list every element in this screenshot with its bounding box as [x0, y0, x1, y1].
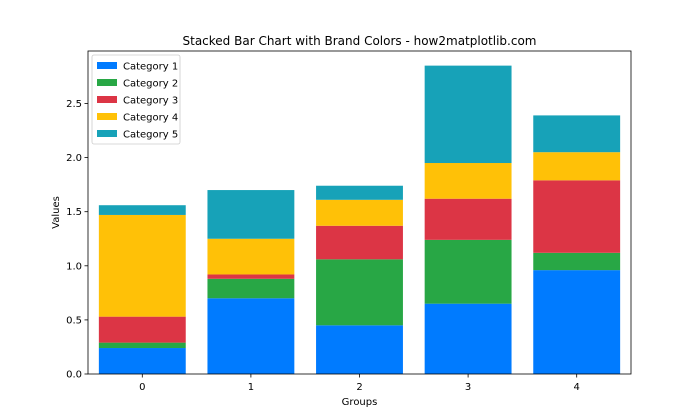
bar-segment-series-3-group-1: [207, 274, 295, 279]
y-tick-label: 1.0: [66, 261, 82, 272]
bar-segment-series-1-group-4: [533, 270, 621, 374]
y-tick-label: 2.0: [66, 153, 82, 164]
bar-segment-series-2-group-3: [424, 239, 512, 304]
bar-segment-series-2-group-2: [316, 259, 403, 326]
bar-segment-series-3-group-3: [424, 198, 512, 240]
bar-segment-series-3-group-0: [98, 316, 186, 343]
legend-swatch: [97, 62, 117, 69]
legend-box: [91, 54, 181, 145]
y-tick-label: 0.0: [66, 370, 82, 381]
x-tick-label: 4: [574, 382, 580, 393]
y-axis-label: Values: [51, 196, 62, 229]
x-axis-label: Groups: [342, 397, 378, 408]
bar-segment-series-4-group-4: [533, 152, 621, 181]
x-tick-label: 1: [248, 382, 254, 393]
bar-segment-series-5-group-1: [207, 190, 295, 239]
x-axis: 0 1 2 3 4: [139, 374, 580, 393]
bar-segment-series-5-group-0: [98, 205, 186, 215]
legend-label: Category 2: [123, 79, 178, 90]
bar-segment-series-1-group-0: [98, 348, 186, 374]
bar-segment-series-5-group-2: [316, 185, 403, 200]
legend-swatch: [97, 96, 117, 103]
legend-swatch: [97, 79, 117, 86]
bar-segment-series-2-group-0: [98, 342, 186, 349]
bar-segment-series-1-group-1: [207, 298, 295, 374]
bars-layer: [98, 65, 621, 374]
bar-segment-series-3-group-4: [533, 180, 621, 253]
bar-segment-series-1-group-2: [316, 325, 403, 374]
chart-title: Stacked Bar Chart with Brand Colors - ho…: [183, 34, 537, 48]
legend-swatch: [97, 113, 117, 120]
legend: Category 1 Category 2 Category 3 Category 4…: [91, 54, 181, 145]
legend-label: Category 5: [123, 130, 178, 141]
plot-frame: [87, 50, 632, 375]
x-tick-label: 0: [139, 382, 145, 393]
legend-label: Category 4: [123, 113, 178, 124]
bar-segment-series-2-group-4: [533, 252, 621, 271]
y-tick-label: 2.5: [66, 99, 82, 110]
bar-segment-series-2-group-1: [207, 278, 295, 299]
bar-segment-series-5-group-3: [424, 65, 512, 164]
y-tick-label: 0.5: [66, 315, 82, 326]
y-tick-label: 1.5: [66, 207, 82, 218]
bar-segment-series-1-group-3: [424, 303, 512, 374]
bar-segment-series-4-group-1: [207, 238, 295, 275]
y-axis: 0.0 0.5 1.0 1.5 2.0 2.5: [66, 99, 88, 381]
bar-segment-series-5-group-4: [533, 115, 621, 153]
legend-label: Category 3: [123, 96, 178, 107]
bar-segment-series-4-group-3: [424, 163, 512, 199]
x-tick-label: 2: [356, 382, 362, 393]
legend-swatch: [97, 130, 117, 137]
bar-segment-series-4-group-2: [316, 199, 403, 226]
legend-label: Category 1: [123, 62, 178, 73]
bar-segment-series-3-group-2: [316, 225, 403, 260]
bar-segment-series-4-group-0: [98, 214, 186, 317]
x-tick-label: 3: [465, 382, 471, 393]
